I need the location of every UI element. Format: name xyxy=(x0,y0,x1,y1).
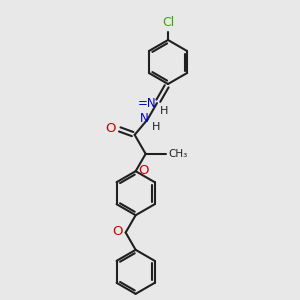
Text: O: O xyxy=(112,225,123,238)
Text: O: O xyxy=(139,164,149,177)
Text: H: H xyxy=(152,122,160,131)
Text: Cl: Cl xyxy=(162,16,174,29)
Text: O: O xyxy=(105,122,116,135)
Text: H: H xyxy=(160,106,168,116)
Text: =N: =N xyxy=(137,97,156,110)
Text: CH₃: CH₃ xyxy=(169,149,188,159)
Text: N: N xyxy=(140,112,148,125)
